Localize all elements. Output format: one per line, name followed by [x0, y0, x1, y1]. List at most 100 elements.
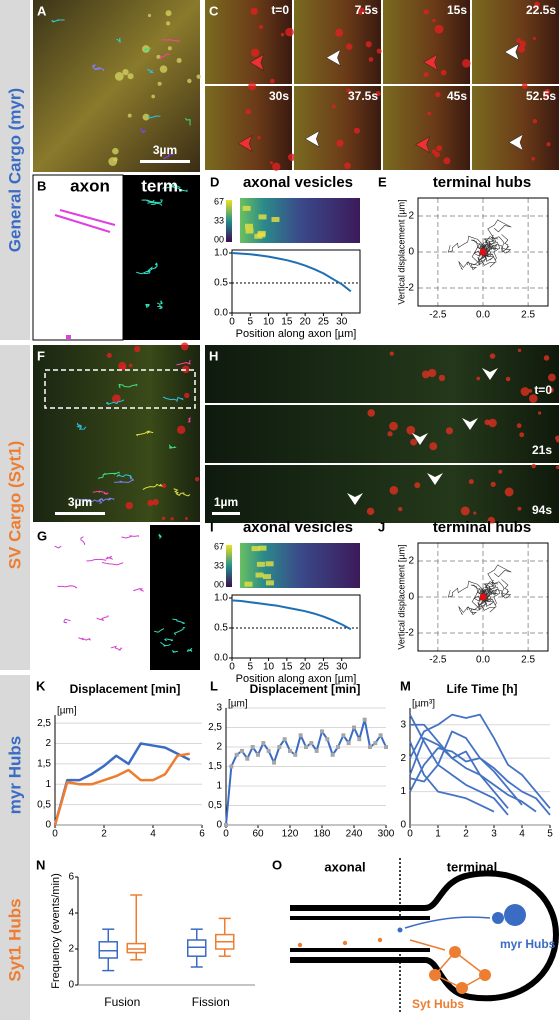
micrograph — [294, 0, 381, 84]
track — [173, 626, 186, 636]
hub-label: Syt Hubs — [412, 997, 464, 1011]
panel-letter: K — [36, 678, 46, 693]
fluorescent-spot — [489, 353, 496, 359]
track — [86, 558, 107, 562]
micrograph — [33, 345, 200, 522]
y-tick-label: -2 — [405, 283, 414, 294]
fluorescent-spot — [414, 482, 421, 489]
data-marker — [368, 745, 372, 749]
y-tick-label: 1,5 — [208, 761, 222, 772]
time-label: 30s — [269, 89, 289, 103]
track — [148, 115, 161, 119]
x-tick-label: 2.5 — [521, 310, 535, 321]
fluorescent-spot — [398, 506, 403, 512]
fluorescent-spot — [532, 119, 538, 124]
fluorescent-spot — [287, 153, 296, 162]
time-label: 21s — [532, 443, 552, 457]
data-marker — [325, 737, 330, 742]
track — [161, 39, 181, 42]
hub-trajectory — [447, 235, 485, 253]
x-tick-label: -2.5 — [429, 655, 447, 666]
data-line — [225, 718, 387, 826]
fluorescent-spot — [406, 425, 416, 435]
fluorescent-spot — [387, 431, 393, 437]
micrograph — [205, 0, 292, 84]
fluorescent-spot — [161, 483, 167, 488]
panel-title: Displacement [min] — [70, 682, 181, 696]
fluorescent-spot — [434, 24, 444, 34]
panel-letter: M — [400, 678, 411, 693]
x-tick-label: 25 — [318, 662, 330, 673]
fluorescent-spot — [517, 506, 522, 511]
fluorescent-spot — [142, 113, 150, 121]
x-tick-label: 5 — [248, 662, 254, 673]
data-line — [409, 730, 523, 806]
track — [162, 396, 184, 403]
fluorescent-spot — [519, 40, 526, 48]
arrowhead — [423, 53, 439, 71]
track — [145, 304, 150, 308]
data-marker — [245, 756, 250, 761]
colorbar-tick-label: 33 — [214, 215, 224, 225]
category-label: Fission — [192, 995, 230, 1009]
arrowhead — [482, 368, 498, 380]
fluorescent-spot — [127, 73, 134, 80]
transport-arrow — [409, 939, 446, 951]
track — [114, 478, 135, 484]
fluorescent-spot — [440, 69, 447, 76]
fluorescent-spot — [375, 90, 381, 97]
track — [98, 497, 115, 502]
panel-letter: J — [378, 519, 385, 534]
data-marker — [224, 823, 228, 827]
fluorescent-spot — [157, 81, 162, 86]
y-tick-label: 0,5 — [37, 799, 51, 810]
heatmap-cell — [265, 561, 274, 567]
track — [140, 127, 147, 134]
data-marker — [282, 737, 287, 742]
x-tick-label: 0 — [229, 662, 235, 673]
data-marker — [378, 733, 383, 738]
track — [143, 47, 152, 52]
hub-trajectory — [482, 584, 501, 607]
panel-letter: G — [37, 528, 47, 543]
y-tick-label: 1 — [400, 786, 406, 797]
arrowhead — [412, 433, 428, 445]
track — [80, 536, 86, 545]
data-line — [409, 713, 551, 809]
data-marker — [229, 764, 234, 769]
panel-title: axonal vesicles — [243, 519, 353, 536]
data-marker — [336, 745, 340, 749]
y-tick-label: 2 — [408, 556, 414, 567]
fluorescent-spot — [488, 418, 497, 428]
plot-frame — [417, 542, 549, 652]
x-tick-label: 0 — [52, 829, 58, 840]
vesicle — [342, 940, 348, 946]
track — [160, 641, 171, 647]
fluorescent-spot — [114, 72, 124, 81]
data-line — [409, 747, 551, 816]
track — [141, 199, 155, 203]
y-tick-label: 1 — [216, 781, 222, 792]
panel-letter: A — [37, 3, 47, 18]
fluorescent-spot — [410, 438, 418, 446]
fluorescent-spot — [180, 342, 189, 351]
fluorescent-spot — [389, 351, 394, 356]
x-tick-label: 20 — [300, 662, 312, 673]
fluorescent-spot — [555, 465, 559, 470]
fluorescent-spot — [428, 368, 437, 378]
fluorescent-spot — [257, 136, 261, 140]
x-tick-label: 2.5 — [521, 655, 535, 666]
time-label: 7.5s — [355, 3, 379, 17]
side-label: Syt1 Hubs — [5, 898, 24, 981]
fluorescent-spot — [436, 145, 443, 152]
track — [92, 64, 105, 72]
fluorescent-spot — [435, 91, 441, 98]
hub-trajectory — [447, 580, 485, 598]
unit-label: [µm] — [228, 699, 248, 710]
transport-arrow — [461, 974, 486, 989]
y-tick-label: 1 — [45, 779, 51, 790]
x-axis-label: Position along axon [µm] — [236, 328, 357, 340]
track — [169, 444, 177, 449]
side-band — [0, 675, 30, 1020]
